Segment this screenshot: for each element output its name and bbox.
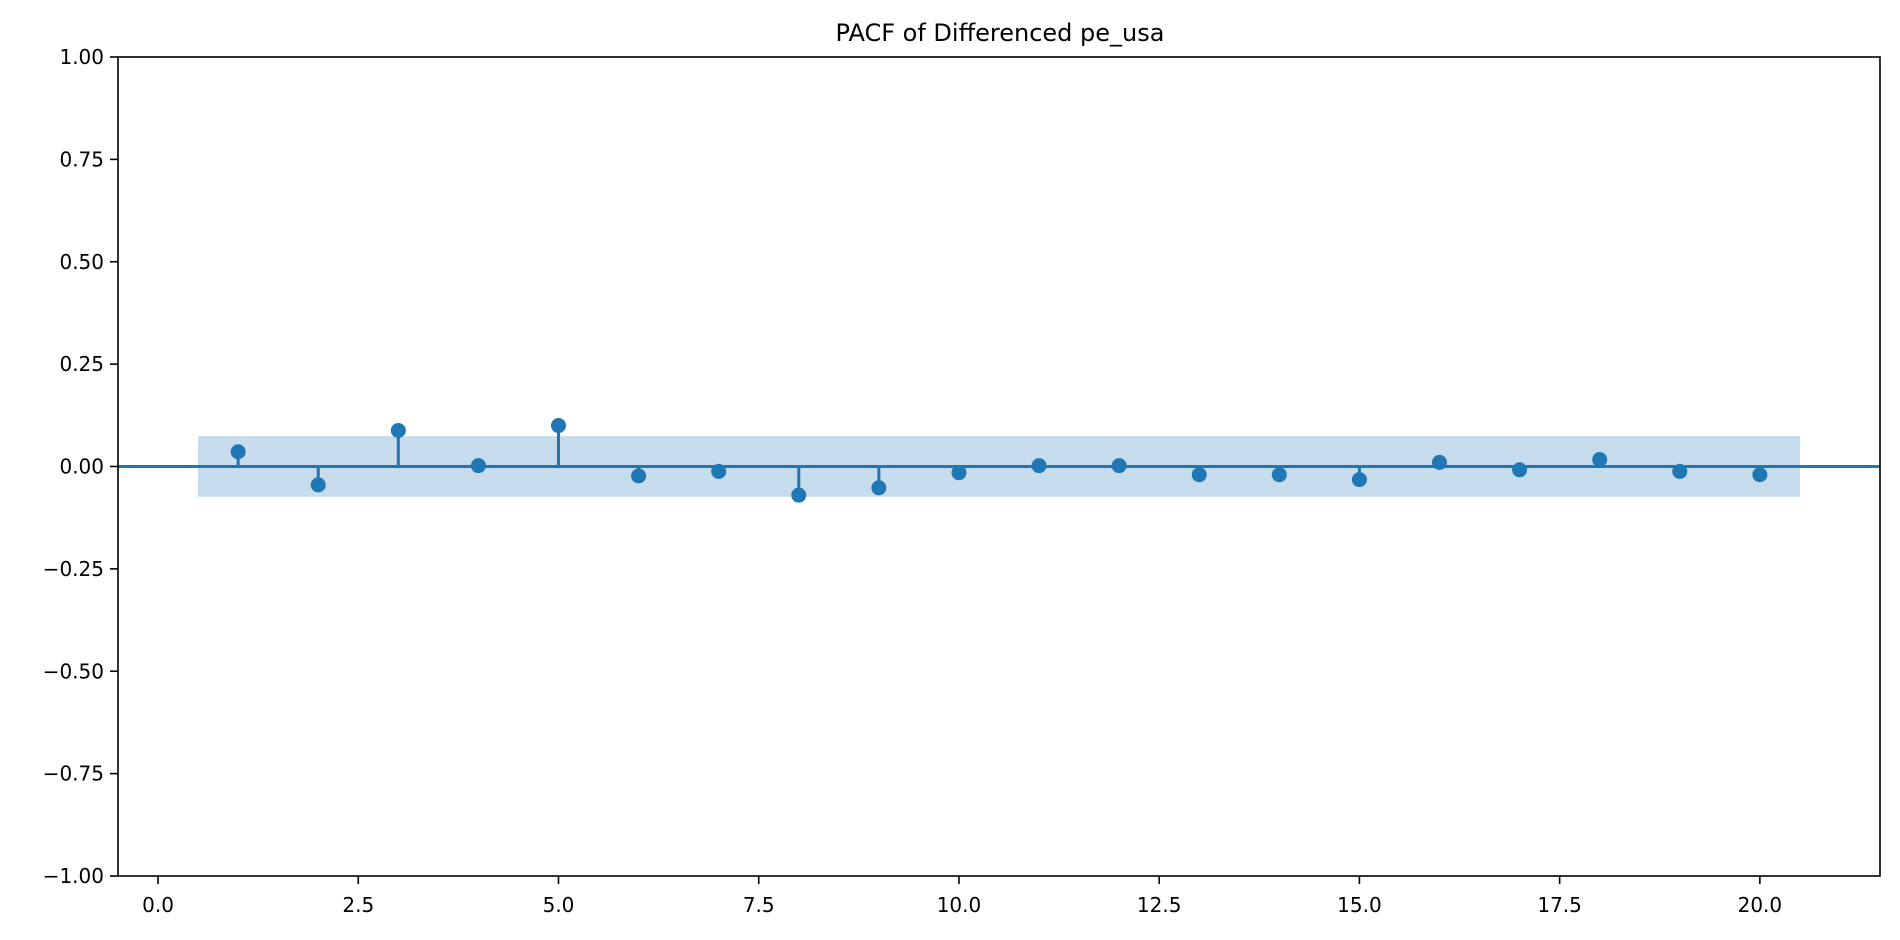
y-tick-label: 0.50	[59, 250, 104, 274]
marker-lag-1	[230, 444, 246, 460]
marker-lag-15	[1351, 472, 1367, 488]
x-axis-ticks: 0.0 2.5 5.0 7.5 10.0 12.5 15.0 17.5 20.0	[142, 876, 1782, 917]
y-tick-label: −0.75	[43, 762, 104, 786]
marker-lag-16	[1432, 454, 1447, 470]
marker-lag-9	[871, 480, 887, 496]
marker-lag-13	[1191, 467, 1207, 483]
marker-lag-12	[1111, 458, 1127, 474]
x-tick-label: 5.0	[543, 893, 575, 917]
marker-lag-20	[1752, 467, 1768, 483]
marker-lag-6	[631, 468, 647, 484]
y-tick-label: −1.00	[43, 864, 104, 888]
y-tick-label: 1.00	[59, 45, 104, 69]
x-tick-label: 0.0	[142, 893, 174, 917]
marker-lag-14	[1271, 467, 1287, 483]
x-tick-label: 20.0	[1738, 893, 1783, 917]
y-tick-label: 0.00	[59, 455, 104, 479]
marker-lag-18	[1592, 452, 1608, 468]
x-tick-label: 7.5	[743, 893, 775, 917]
x-tick-label: 12.5	[1137, 893, 1182, 917]
y-tick-label: −0.50	[43, 659, 104, 683]
y-axis-ticks: 1.00 0.75 0.50 0.25 0.00 −0.25 −0.50 −0.75 −1.00	[43, 45, 118, 888]
y-tick-label: 0.75	[59, 147, 104, 171]
y-tick-label: −0.25	[43, 557, 104, 581]
x-tick-label: 2.5	[342, 893, 374, 917]
x-tick-label: 17.5	[1537, 893, 1582, 917]
chart-title: PACF of Differenced pe_usa	[836, 19, 1165, 47]
marker-lag-7	[711, 463, 727, 479]
x-tick-label: 10.0	[937, 893, 982, 917]
marker-lag-3	[390, 422, 406, 438]
marker-lag-19	[1672, 463, 1688, 479]
marker-lag-2	[310, 477, 326, 493]
x-tick-label: 15.0	[1337, 893, 1382, 917]
marker-lag-5	[551, 418, 566, 434]
marker-lag-8	[791, 487, 807, 503]
marker-lag-4	[470, 458, 486, 474]
marker-lag-10	[951, 465, 967, 481]
marker-layer	[230, 418, 1768, 503]
marker-lag-11	[1031, 458, 1047, 474]
marker-lag-17	[1512, 462, 1528, 478]
y-tick-label: 0.25	[59, 352, 104, 376]
